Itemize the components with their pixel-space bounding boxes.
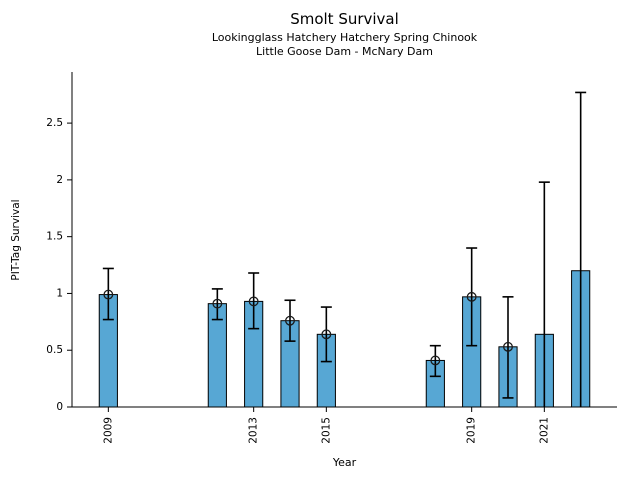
chart-subtitle-line1: Lookingglass Hatchery Hatchery Spring Ch…	[211, 31, 478, 44]
x-tick-label-2015: 2015	[320, 417, 332, 444]
x-tick-label-2009: 2009	[102, 417, 114, 444]
y-tick-label-1.5: 1.5	[46, 231, 63, 243]
y-tick-label-0: 0	[56, 401, 63, 413]
y-tick-label-2: 2	[56, 174, 63, 186]
y-tick-label-1: 1	[56, 287, 63, 299]
x-tick-label-2019: 2019	[466, 417, 478, 444]
chart-subtitle-line2: Little Goose Dam - McNary Dam	[256, 45, 433, 58]
point-marker-2015	[321, 329, 332, 340]
point-marker-2013	[248, 296, 259, 307]
point-marker-2019	[466, 291, 477, 302]
x-tick-label-2021: 2021	[538, 417, 550, 444]
point-marker-2012	[212, 298, 223, 309]
chart-title: Smolt Survival	[290, 10, 399, 28]
x-tick-label-2013: 2013	[248, 417, 260, 444]
point-marker-2014	[285, 315, 295, 326]
x-axis-label: Year	[332, 456, 357, 469]
point-marker-2020	[503, 341, 513, 352]
point-marker-2009	[103, 289, 114, 300]
y-tick-label-2.5: 2.5	[46, 117, 63, 129]
point-marker-2018	[430, 355, 441, 366]
y-axis-label: PIT-Tag Survival	[10, 199, 22, 281]
y-tick-label-0.5: 0.5	[46, 344, 63, 356]
